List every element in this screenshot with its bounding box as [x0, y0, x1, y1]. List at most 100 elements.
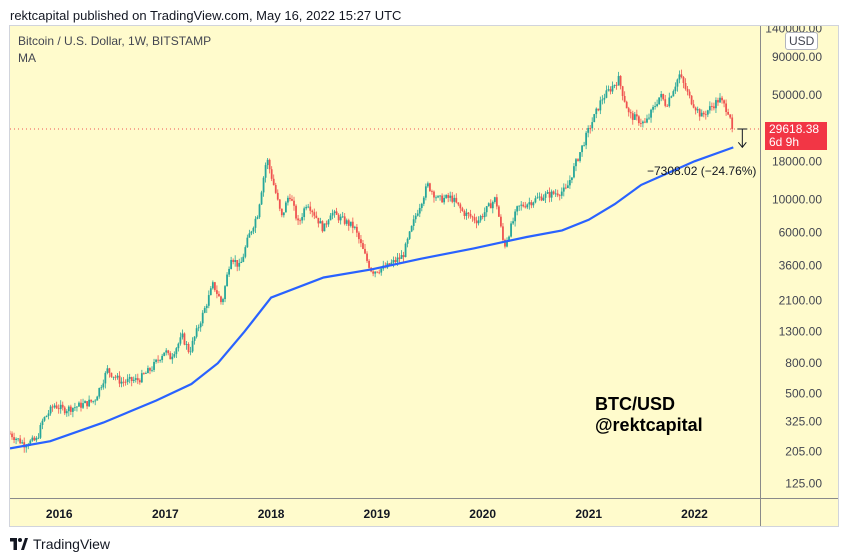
candle [100, 384, 103, 391]
candle [556, 189, 559, 198]
candle [234, 255, 237, 267]
candle [347, 218, 350, 231]
candle [134, 374, 137, 383]
candle [307, 203, 310, 209]
candle [579, 152, 581, 163]
candle [725, 99, 727, 116]
candle [455, 193, 458, 204]
candle [329, 212, 332, 221]
candle [232, 258, 235, 265]
publisher-title: rektcapital published on TradingView.com… [10, 8, 402, 23]
candle [130, 376, 133, 387]
candle [197, 324, 200, 332]
candle [581, 145, 583, 157]
candle [155, 358, 157, 364]
candle [366, 251, 368, 263]
candle [33, 435, 36, 442]
candle [201, 310, 204, 327]
footer-logo[interactable]: TradingView [10, 536, 110, 552]
candle [41, 418, 44, 430]
candle [280, 208, 283, 218]
candle [35, 436, 38, 443]
measure-label: −7308.02 (−24.76%) [647, 164, 757, 178]
candle [441, 193, 443, 203]
plot-background [10, 26, 760, 498]
candle [560, 187, 563, 199]
candle [151, 366, 153, 373]
x-tick-label: 2016 [46, 507, 73, 521]
candle [362, 240, 364, 250]
candle [37, 433, 40, 440]
candle [311, 209, 314, 218]
chart-frame[interactable]: 140000.00 90000.00 50000.00 18000.00 10000.0… [9, 25, 839, 527]
candle [420, 202, 423, 212]
candle [656, 99, 659, 108]
candle [207, 290, 210, 309]
candle [289, 193, 291, 202]
candle [672, 89, 675, 97]
currency-badge[interactable]: USD [785, 32, 819, 50]
candle [287, 195, 289, 206]
candle [536, 192, 539, 199]
candle [404, 242, 407, 258]
footer-brand: TradingView [33, 536, 111, 552]
candle [637, 115, 640, 126]
candle [78, 401, 80, 407]
candle [461, 206, 464, 212]
candle [654, 101, 656, 110]
candle [272, 174, 275, 186]
candle [613, 84, 616, 89]
candle [721, 95, 723, 104]
candle [497, 205, 500, 217]
candle [564, 183, 567, 190]
candle [256, 215, 259, 220]
candle [627, 106, 630, 117]
candle [153, 358, 155, 373]
candle [694, 106, 697, 115]
candle [138, 378, 141, 385]
candle [532, 201, 535, 208]
candle [76, 406, 78, 412]
candle [648, 113, 650, 120]
candle [122, 376, 125, 387]
candle [250, 230, 253, 236]
y-tick-label: 2100.00 [779, 294, 823, 308]
candle [729, 113, 732, 119]
candle [542, 194, 545, 202]
candle [491, 200, 494, 214]
candle [619, 75, 622, 90]
candle [325, 220, 328, 228]
candle [504, 238, 506, 249]
candle [317, 217, 320, 228]
candle [353, 225, 356, 230]
candle [230, 256, 233, 270]
candle [120, 377, 123, 388]
candle [587, 125, 590, 138]
price-chart[interactable]: 140000.00 90000.00 50000.00 18000.00 10000.0… [10, 26, 839, 527]
candle [213, 281, 216, 293]
candle [597, 108, 600, 112]
symbol-legend[interactable]: Bitcoin / U.S. Dollar, 1W, BITSTAMP [18, 34, 212, 48]
candle [161, 353, 164, 363]
last-price-value: 29618.38 [769, 122, 820, 136]
candle [633, 111, 636, 120]
candle [635, 109, 638, 121]
candle [218, 291, 220, 297]
candle [80, 399, 82, 412]
candle [55, 401, 58, 409]
candle [96, 395, 99, 401]
x-tick-label: 2019 [364, 507, 391, 521]
candle [165, 348, 168, 356]
candle [258, 203, 261, 219]
candle [510, 221, 512, 238]
candle [402, 251, 405, 263]
candle [674, 82, 677, 94]
candle [449, 191, 452, 202]
candle [17, 438, 20, 442]
indicator-legend[interactable]: MA [18, 51, 36, 65]
candle [471, 215, 474, 222]
candle [244, 245, 247, 259]
candle [571, 177, 573, 184]
candle [710, 102, 713, 111]
candle [63, 405, 66, 416]
